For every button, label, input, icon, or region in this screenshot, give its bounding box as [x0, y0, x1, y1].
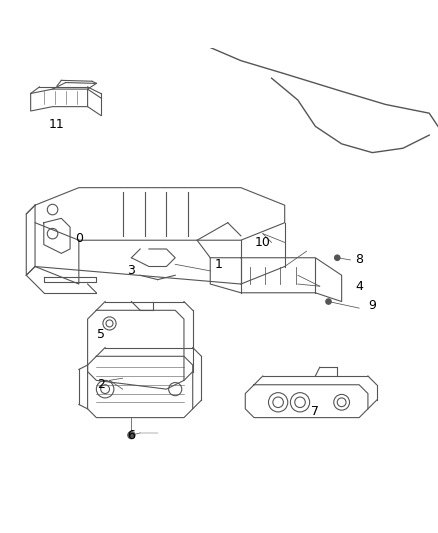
Text: 2: 2: [97, 378, 105, 391]
Text: 1: 1: [215, 258, 223, 271]
Text: 0: 0: [75, 231, 83, 245]
Text: 11: 11: [49, 118, 65, 131]
Circle shape: [326, 299, 331, 304]
Text: 8: 8: [355, 253, 363, 266]
Circle shape: [335, 255, 340, 260]
Text: 7: 7: [311, 405, 319, 417]
Text: 6: 6: [127, 429, 135, 442]
Text: 4: 4: [355, 280, 363, 293]
Text: 3: 3: [127, 264, 135, 277]
Text: 9: 9: [368, 300, 376, 312]
Text: 10: 10: [255, 236, 271, 249]
Text: 5: 5: [97, 328, 105, 341]
Circle shape: [128, 432, 135, 439]
